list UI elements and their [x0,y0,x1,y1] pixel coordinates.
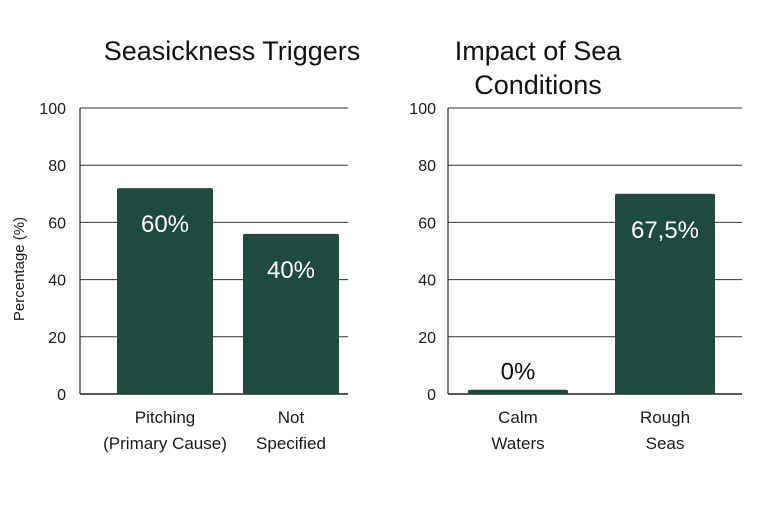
bar [615,193,715,394]
x-tick-label-line: Calm [498,408,538,427]
bar [468,389,568,394]
y-tick-label: 0 [427,387,436,404]
y-tick-label: 80 [418,158,436,175]
y-tick-label: 0 [57,387,66,404]
y-tick-label: 100 [39,101,66,118]
y-tick-label: 100 [409,101,436,118]
x-tick-label-line: Specified [256,434,326,453]
x-tick-label-line: Pitching [135,408,195,427]
y-tick-label: 60 [48,215,66,232]
x-tick-label-line: Waters [491,434,544,453]
x-tick-label-line: Not [278,408,305,427]
y-tick-label: 20 [418,330,436,347]
x-tick-label-line: Seas [646,434,685,453]
data-label: 40% [267,257,315,284]
x-tick-label-line: Rough [640,408,690,427]
data-label: 0% [501,359,536,386]
chart-title: Seasickness Triggers [104,36,361,66]
chart-title-line: Impact of Sea [455,36,623,66]
bar [243,233,339,394]
chart-title-line: Conditions [474,70,602,100]
bar [117,188,213,394]
y-tick-label: 40 [418,273,436,290]
chart-title: Impact of Sea Conditions [455,36,623,100]
y-tick-label: 20 [48,330,66,347]
data-label: 67,5% [631,217,699,244]
y-tick-label: 60 [418,215,436,232]
x-tick-label-line: (Primary Cause) [103,434,227,453]
x-tick-label: Calm Waters [491,408,544,453]
y-tick-label: 40 [48,273,66,290]
x-tick-label: Rough Seas [640,408,690,453]
y-axis-label: Percentage (%) [11,217,28,321]
y-tick-label: 80 [48,158,66,175]
data-label: 60% [141,211,189,238]
chart-1: Seasickness Triggers 0 20 40 60 80 100 Percenta… [11,36,360,453]
x-tick-label: Not Specified [256,408,326,453]
chart-2: Impact of Sea Conditions 0 20 40 60 80 100 0% Cal… [409,36,742,453]
chart-title-line: Seasickness Triggers [104,36,361,66]
x-tick-label: Pitching (Primary Cause) [103,408,227,453]
